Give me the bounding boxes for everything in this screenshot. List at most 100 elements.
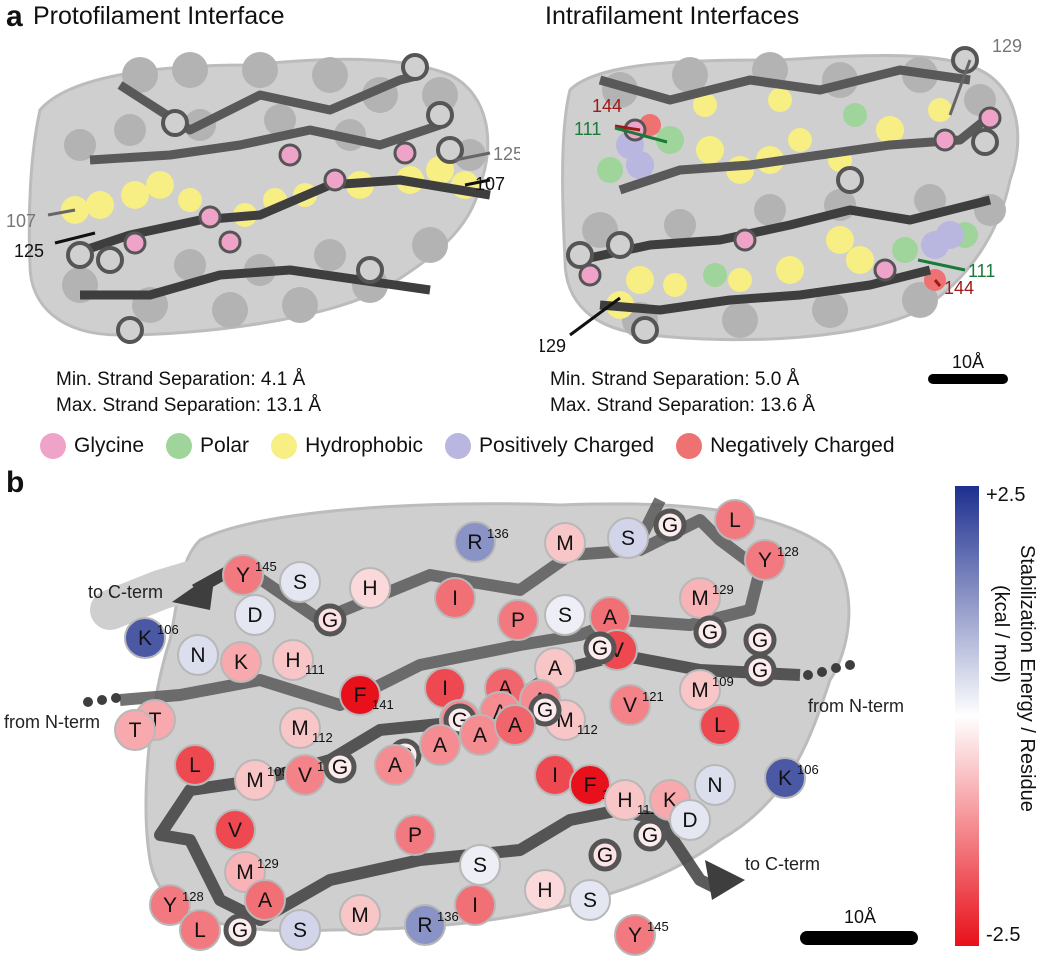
residue-top-18: K 106	[124, 617, 179, 659]
residue-letter: G	[232, 919, 248, 942]
right-min-separation: Min. Strand Separation: 5.0 Å	[550, 369, 800, 390]
residue-superscript: 109	[267, 764, 289, 779]
residue-superscript: 128	[777, 544, 799, 559]
residue-letter: P	[408, 824, 422, 847]
residue-bottom-27: H	[524, 869, 566, 911]
residue-top-0: Y 145	[222, 554, 277, 596]
right-label-144-bottom: 144	[944, 278, 974, 298]
residue-bottom-16: N	[694, 764, 736, 806]
residue-letter: G	[597, 844, 613, 867]
residue-superscript: 106	[797, 762, 819, 777]
residue-top-3: S	[607, 517, 649, 559]
residue-letter: S	[558, 604, 572, 627]
residue-top-12: G	[313, 603, 347, 637]
protofilament-interface-diagram: 107 125 125 107	[6, 52, 520, 344]
residue-bottom-11: A	[494, 704, 536, 746]
residue-superscript: 136	[437, 909, 459, 924]
right-grey-surface	[561, 54, 1020, 342]
residue-subscript: 141	[372, 697, 394, 712]
residue-bottom-10: A	[459, 714, 501, 756]
right-label-111-bottom: 111	[968, 261, 995, 281]
residue-letter: S	[621, 527, 635, 550]
residue-letter: K	[234, 651, 248, 674]
right-bottom-backbone	[579, 195, 992, 315]
residue-top-11: M 129	[679, 577, 734, 619]
residue-letter: G	[592, 637, 608, 660]
colorbar-max-label: +2.5	[986, 484, 1026, 506]
residue-letter: P	[511, 609, 525, 632]
panel-a-right-title: Intrafilament Interfaces	[545, 2, 800, 30]
legend-swatch	[271, 433, 298, 459]
residue-superscript: 128	[182, 889, 204, 904]
residue-superscript: 129	[257, 856, 279, 871]
panel-b-scale-label: 10Å	[843, 907, 877, 927]
residue-bottom-19: V	[214, 809, 256, 851]
residue-letter: R	[467, 531, 482, 554]
right-grey-glycine-rings	[566, 46, 999, 344]
residue-letter: K	[138, 627, 152, 650]
left-max-separation: Max. Strand Separation: 13.1 Å	[56, 395, 322, 416]
legend-item-polar: Polar	[166, 433, 249, 459]
residue-letter: K	[663, 789, 677, 812]
residue-top-28: G	[743, 653, 777, 687]
residue-top-20: K	[220, 641, 262, 683]
residue-letter: G	[702, 621, 718, 644]
legend-swatch	[676, 433, 703, 459]
residue-top-6: Y 128	[744, 539, 799, 581]
residue-letter: V	[298, 764, 312, 787]
residue-letter: M	[556, 532, 574, 555]
residue-top-5: L	[714, 499, 756, 541]
residue-letter: G	[322, 609, 338, 632]
residue-top-10: A	[589, 596, 631, 638]
residue-bottom-18: G	[633, 818, 667, 852]
legend-label: Negatively Charged	[710, 434, 895, 457]
residue-letter: A	[548, 657, 562, 680]
left-grey-glycine-rings	[66, 53, 464, 344]
residue-bottom-20: P	[394, 814, 436, 856]
residue-letter: Y	[758, 549, 772, 572]
right-stats: Min. Strand Separation: 5.0 Å Max. Stran…	[550, 367, 815, 419]
residue-top-8: H	[349, 567, 391, 609]
residue-letter: V	[623, 694, 637, 717]
left-label-125-black: 125	[14, 241, 44, 261]
residue-bottom-32: S	[279, 909, 321, 951]
legend-label: Positively Charged	[478, 434, 655, 457]
residue-top-2: M	[544, 522, 586, 564]
residue-top-32: V 121	[609, 684, 664, 726]
right-positive-atoms	[616, 131, 964, 259]
legend-item-glycine: Glycine	[40, 433, 144, 459]
residue-top-21: H 111	[272, 639, 325, 681]
residue-letter: F	[584, 774, 597, 797]
residue-letter: Y	[628, 924, 642, 947]
residue-bottom-31: G	[223, 913, 257, 947]
residue-bottom-21: S	[459, 844, 501, 886]
residue-top-13: D	[234, 594, 276, 636]
residue-bottom-29: Y 128	[149, 884, 204, 926]
legend-item-negatively-charged: Negatively Charged	[676, 433, 895, 459]
residue-superscript: 129	[712, 582, 734, 597]
residue-letter: N	[707, 774, 722, 797]
legend-swatch	[166, 433, 193, 459]
residue-top-17: G	[743, 623, 777, 657]
residue-bottom-35: Y 145	[614, 914, 669, 956]
residue-superscript: 106	[157, 622, 179, 637]
residue-bottom-30: L	[179, 909, 221, 951]
residue-bottom-25: A	[244, 879, 286, 921]
residue-subscript: 112	[577, 722, 598, 737]
colorbar-title: Stabilization Energy / Residue	[1016, 545, 1038, 812]
to-cterm-top-arrowhead	[172, 572, 215, 610]
residue-top-7: S	[279, 561, 321, 603]
from-nterm-left-label: from N-term	[4, 712, 100, 732]
energy-colorbar	[955, 486, 979, 946]
residue-top-4: G	[653, 508, 687, 542]
residue-top-22: F 141	[339, 674, 394, 716]
residue-letter: M	[291, 717, 309, 740]
colorbar-unit: (kcal / mol)	[990, 585, 1012, 683]
colorbar-min-label: -2.5	[986, 924, 1021, 946]
left-stats: Min. Strand Separation: 4.1 Å Max. Stran…	[56, 367, 321, 419]
residue-top-27: G	[693, 615, 727, 649]
residue-superscript: 145	[255, 559, 277, 574]
residue-letter: D	[247, 604, 262, 627]
residue-letter: Y	[163, 894, 177, 917]
residue-letter: G	[752, 629, 768, 652]
